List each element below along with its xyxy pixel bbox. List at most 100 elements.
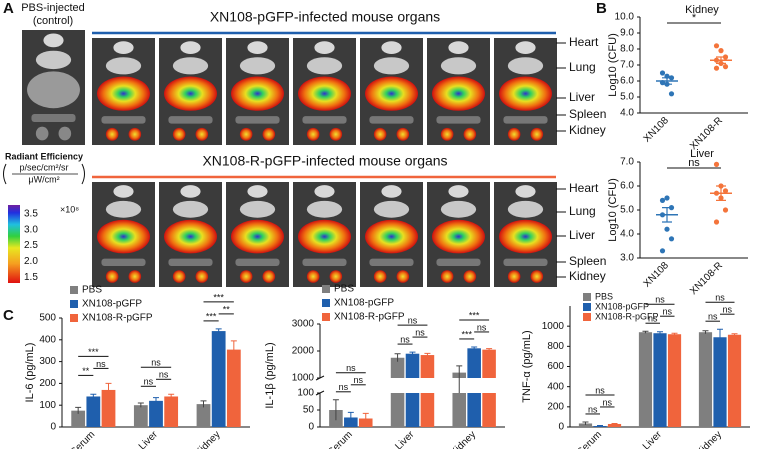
y-tick-label: 1000 <box>542 321 565 332</box>
legend-label: PBS <box>595 291 613 301</box>
significance: *** <box>213 292 224 302</box>
lung <box>440 57 477 75</box>
kidney <box>463 270 477 283</box>
spleen <box>369 116 414 124</box>
y-tick-label: 6.0 <box>620 181 634 192</box>
error-bar <box>332 399 339 421</box>
spleen <box>503 116 548 124</box>
error-bar <box>731 333 738 336</box>
significance: ns <box>151 358 161 368</box>
y-axis-label: IL-1β (pg/mL) <box>264 342 276 408</box>
significance: ns <box>96 359 106 369</box>
colorbar-gradient <box>8 205 20 283</box>
legend-swatch <box>70 286 78 294</box>
kidney <box>306 127 320 141</box>
organ-label: Spleen <box>569 107 606 121</box>
x-tick-label: XN108-R <box>688 115 725 152</box>
y-tick-label: 50 <box>303 405 315 416</box>
legend-label: XN108-pGFP <box>82 299 142 310</box>
y-tick-label: 7.0 <box>620 60 634 71</box>
error-bar <box>716 185 726 201</box>
spleen <box>235 258 280 266</box>
dot <box>659 70 666 76</box>
legend-label: PBS <box>82 285 102 296</box>
x-tick-label: Kidney <box>695 429 724 449</box>
liver <box>432 219 485 254</box>
significance: ns <box>708 312 718 322</box>
kidney <box>396 127 410 141</box>
kidney <box>195 270 209 283</box>
lung <box>172 57 209 75</box>
error-bar <box>75 406 82 414</box>
significance: *** <box>206 311 217 321</box>
significance: ns <box>144 377 154 387</box>
y-tick-label: 200 <box>547 401 564 412</box>
bar <box>226 349 241 427</box>
error-bar <box>200 400 207 408</box>
organ-label: Liver <box>569 228 595 242</box>
y-tick-label: 100 <box>297 388 314 399</box>
legend-swatch <box>70 314 78 322</box>
error-bar <box>642 330 649 334</box>
organ-label: Heart <box>569 35 599 49</box>
lung <box>373 200 410 218</box>
dot <box>718 48 724 54</box>
error-bar <box>597 424 603 427</box>
panel-label: A <box>3 0 14 17</box>
bar <box>390 357 405 378</box>
row-title: XN108-R-pGFP-infected mouse organs <box>202 153 447 169</box>
liver <box>164 76 217 111</box>
bar <box>578 423 593 427</box>
y-tick-label: 0 <box>558 422 564 433</box>
significance: *** <box>469 310 480 320</box>
lung <box>373 57 410 75</box>
kidney <box>239 127 253 141</box>
bar <box>593 425 607 427</box>
legend-label: XN108-pGFP <box>334 298 394 309</box>
kidney <box>262 270 276 283</box>
dot <box>722 64 729 70</box>
error-bar <box>409 351 416 356</box>
error-bar <box>215 328 222 334</box>
kidney <box>463 127 477 141</box>
x-tick-label: Serum <box>326 429 355 449</box>
legend-label: XN108-R-pGFP <box>334 312 405 323</box>
legend-swatch <box>583 303 591 311</box>
y-axis-label: Log10 (CFU) <box>607 33 619 97</box>
organ-image <box>494 38 557 145</box>
heart <box>381 41 402 55</box>
spleen <box>503 258 548 266</box>
error-bar <box>657 331 663 335</box>
dot <box>664 226 670 232</box>
x-tick-label: XN108 <box>642 260 672 290</box>
legend-swatch <box>583 313 591 321</box>
legend-label: XN108-R-pGFP <box>595 311 659 321</box>
dot <box>668 91 675 97</box>
liver <box>97 219 150 254</box>
kidney <box>105 270 119 283</box>
spleen <box>168 116 213 124</box>
y-tick-label: 100 <box>39 400 56 411</box>
colorbar-unit: μW/cm² <box>28 174 59 184</box>
row-title: XN108-pGFP-infected mouse organs <box>210 9 440 25</box>
kidney <box>329 270 343 283</box>
y-tick-label: 8.0 <box>620 44 634 55</box>
error-bar <box>662 207 672 223</box>
dot <box>668 236 675 242</box>
error-bar <box>471 346 478 350</box>
organ-label: Spleen <box>569 254 606 268</box>
bar <box>638 332 653 427</box>
spleen <box>235 116 280 124</box>
colorbar-tick-label: 2.0 <box>24 256 38 267</box>
organ-image <box>159 182 222 287</box>
significance: ns <box>688 157 700 169</box>
spleen <box>302 116 347 124</box>
liver <box>499 76 552 111</box>
dot <box>713 219 720 225</box>
significance: *** <box>461 329 472 339</box>
y-axis-label: IL-6 (pg/mL) <box>24 343 36 403</box>
heart <box>448 41 469 55</box>
spleen <box>168 258 213 266</box>
spleen <box>101 258 146 266</box>
